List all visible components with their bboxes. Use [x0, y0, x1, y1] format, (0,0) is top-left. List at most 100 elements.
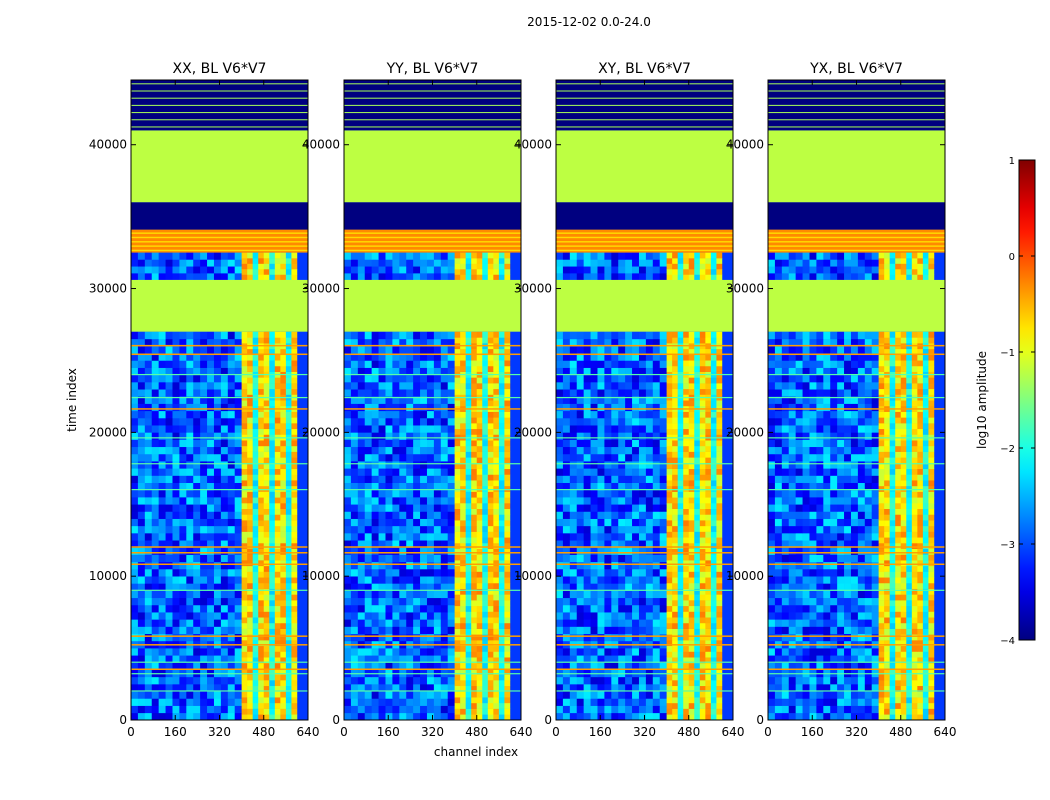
rfi-cell	[476, 611, 483, 618]
rfi-cell	[285, 474, 292, 481]
heatmap-cell	[597, 604, 605, 613]
heatmap-cell	[632, 583, 640, 591]
rfi-cell	[274, 582, 281, 589]
heatmap-cell	[597, 655, 605, 663]
heatmap-cell	[378, 684, 386, 692]
rfi-cell	[291, 537, 298, 544]
rfi-cell	[498, 474, 505, 481]
rfi-cell	[465, 377, 472, 384]
heatmap-cell	[399, 360, 407, 368]
rfi-cell	[694, 440, 701, 447]
heatmap-cell	[186, 453, 194, 462]
heatmap-cell	[562, 432, 571, 440]
heatmap-cell	[556, 489, 564, 498]
rfi-cell	[493, 268, 500, 275]
rfi-cell	[285, 503, 292, 510]
heatmap-cell	[604, 453, 612, 462]
heatmap-cell	[392, 389, 400, 397]
heatmap-cell	[172, 432, 180, 440]
heatmap-cell	[399, 540, 407, 548]
rfi-cell	[683, 651, 690, 658]
rfi-cell	[699, 622, 706, 629]
heatmap-cell	[371, 389, 379, 397]
heatmap-cell	[165, 583, 173, 591]
heatmap-cell	[172, 273, 180, 281]
heatmap-cell	[392, 626, 400, 635]
heatmap-cell	[406, 533, 414, 541]
heatmap-cell	[234, 597, 242, 606]
rfi-cell	[699, 617, 706, 624]
heatmap-cell	[371, 396, 379, 404]
rfi-cell	[247, 542, 253, 549]
heatmap-cell	[144, 648, 153, 656]
rfi-cell	[688, 662, 695, 669]
heatmap-cell	[413, 619, 421, 627]
heatmap-cell	[385, 432, 393, 440]
heatmap-cell	[597, 382, 605, 390]
rfi-cell	[710, 503, 717, 510]
heatmap-cell	[151, 266, 159, 274]
heatmap-cell	[583, 259, 591, 267]
heatmap-cell	[399, 367, 407, 376]
heatmap-cell	[618, 346, 626, 354]
heatmap-cell	[576, 482, 584, 491]
heatmap-cell	[220, 676, 229, 685]
rfi-cell	[493, 485, 500, 492]
heatmap-cell	[611, 461, 619, 469]
heatmap-cell	[227, 612, 236, 620]
heatmap-cell	[399, 346, 407, 354]
rfi-cell	[683, 640, 690, 647]
rfi-cell	[465, 457, 472, 464]
heatmap-cell	[440, 568, 449, 577]
rfi-cell	[247, 497, 253, 504]
rfi-cell	[252, 445, 259, 452]
y-tick-label: 0	[119, 713, 127, 727]
rfi-cell	[460, 337, 466, 344]
heatmap-cell	[604, 612, 612, 620]
rfi-cell	[454, 337, 461, 344]
heatmap-cell	[433, 597, 442, 606]
heatmap-cell	[131, 266, 139, 274]
rfi-cell	[476, 258, 483, 264]
rfi-cell	[716, 674, 723, 681]
heatmap-cell	[638, 518, 647, 527]
heatmap-cell	[652, 626, 661, 635]
rfi-cell	[705, 503, 712, 510]
heatmap-cell	[344, 432, 352, 440]
heatmap-cell	[220, 360, 229, 368]
heatmap-cell	[569, 259, 578, 267]
rfi-cell	[274, 542, 281, 549]
rfi-cell	[252, 542, 259, 549]
heatmap-cell	[399, 273, 407, 281]
rfi-cell	[493, 377, 500, 384]
rfi-cell	[274, 622, 281, 629]
heatmap-cell	[364, 561, 372, 570]
heatmap-cell	[378, 382, 386, 390]
rfi-cell	[258, 268, 265, 275]
rfi-cell	[465, 252, 472, 259]
heatmap-cell	[200, 662, 208, 670]
heatmap-cell	[172, 360, 180, 368]
heatmap-cell	[213, 705, 222, 714]
rfi-cell	[493, 411, 500, 418]
rfi-cell	[672, 577, 678, 584]
rfi-cell	[504, 508, 511, 515]
heatmap-cell	[399, 453, 407, 462]
heatmap-cell	[562, 367, 571, 376]
rfi-cell	[285, 377, 292, 384]
heatmap-cell	[611, 676, 619, 685]
rfi-cell	[274, 571, 281, 578]
heatmap-cell	[556, 662, 564, 670]
rfi-cell	[476, 463, 483, 470]
heatmap-cell	[186, 374, 194, 383]
heatmap-cell	[433, 461, 442, 469]
rfi-cell	[291, 685, 298, 692]
rfi-cell	[705, 531, 712, 538]
heatmap-cell	[625, 432, 633, 440]
heatmap-cell	[597, 698, 605, 706]
rfi-cell	[688, 668, 695, 675]
rfi-cell	[460, 258, 466, 264]
rfi-cell	[694, 377, 701, 384]
heatmap-cell	[618, 525, 626, 534]
rfi-cell	[285, 451, 292, 458]
